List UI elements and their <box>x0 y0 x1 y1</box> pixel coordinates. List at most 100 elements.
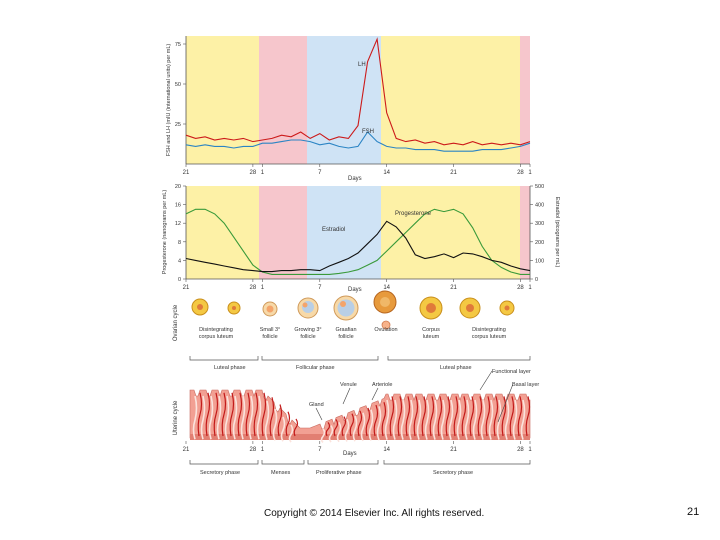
gland-mark <box>496 399 502 440</box>
gland-mark <box>376 406 382 441</box>
gland-mark <box>272 408 278 441</box>
gland-mark <box>288 424 294 443</box>
phase-band-follicular <box>307 36 381 164</box>
arteriole-mark <box>493 396 499 437</box>
uterine-phase-secretory: Secretory phase <box>200 470 240 476</box>
arteriole-annotation: Arteriole <box>372 382 392 388</box>
hormone-xtick-label: 1 <box>261 170 265 176</box>
gland-annotation: Gland <box>309 402 324 408</box>
gland-mark <box>416 399 422 440</box>
hormone-ytick-label: 50 <box>175 82 181 88</box>
hormone-y-label: FSH and LH (mIU (international units) pe… <box>166 44 172 157</box>
steroid-xtick-label: 14 <box>383 285 390 291</box>
gland-mark <box>408 399 414 440</box>
hormone-xtick-label: 28 <box>517 170 524 176</box>
gland-mark <box>256 395 262 440</box>
progesterone-ytick-label: 20 <box>175 184 181 190</box>
progesterone-ytick-label: 4 <box>178 258 181 264</box>
arteriole-mark <box>341 416 347 437</box>
uterine-cycle: Uterine cycle Venule Arteriole Gland Fun… <box>173 369 539 476</box>
estradiol-ytick-label: 400 <box>535 203 544 209</box>
steroid-xtick-label: 1 <box>261 285 265 291</box>
arteriole-mark <box>245 392 251 437</box>
steroid-xtick-label: 7 <box>318 285 322 291</box>
ovarian-stage-label: Corpus luteum <box>422 327 440 340</box>
hormone-ytick-label: 75 <box>175 42 181 48</box>
gland-mark <box>360 412 366 442</box>
hormone-xtick-label: 21 <box>450 170 457 176</box>
gland-mark <box>344 418 350 442</box>
gland-mark <box>512 399 518 440</box>
ovarian-phase-luteal-2: Luteal phase <box>440 365 472 371</box>
venule-annotation: Venule <box>340 382 357 388</box>
arteriole-mark <box>381 401 387 437</box>
gland-mark <box>432 399 438 440</box>
arteriole-mark <box>453 396 459 437</box>
footer: Copyright © 2014 Elsevier Inc. All right… <box>0 506 720 524</box>
fsh-label: FSH <box>362 129 374 135</box>
hormone-ytick-label: 25 <box>175 122 181 128</box>
gland-mark <box>480 399 486 440</box>
uterine-xtick-label: 7 <box>318 447 322 453</box>
gland-mark <box>384 399 390 440</box>
ovarian-cycle: Ovarian cycle <box>173 290 531 371</box>
phase-band-menses <box>259 36 307 164</box>
arteriole-mark <box>277 404 283 437</box>
gland-mark <box>464 399 470 440</box>
arteriole-mark <box>349 413 355 437</box>
estradiol-ytick-label: 100 <box>535 258 544 264</box>
estradiol-label: Estradiol <box>322 227 345 233</box>
steroid-xtick-label: 28 <box>517 285 524 291</box>
gland-mark <box>216 395 222 440</box>
uterine-xtick-label: 21 <box>183 447 190 453</box>
gland-mark <box>472 399 478 440</box>
arteriole-mark <box>253 392 259 437</box>
arteriole-mark <box>469 396 475 437</box>
arteriole-mark <box>509 396 515 437</box>
arteriole-mark <box>205 392 211 437</box>
ovarian-stage-label: Graafian follicle <box>335 327 356 340</box>
arteriole-mark <box>285 411 291 437</box>
arteriole-mark <box>333 419 339 437</box>
arteriole-mark <box>261 392 267 437</box>
basal-layer-annotation: Basal layer <box>512 382 539 388</box>
progesterone-y-label: Progesterone (nanograms per mL) <box>162 190 168 275</box>
gland-mark <box>192 395 198 440</box>
gland-mark <box>352 415 358 442</box>
uterine-xtick-label: 28 <box>517 447 524 453</box>
growing-follicle-icon <box>297 297 319 319</box>
estradiol-series-line <box>185 220 531 273</box>
disintegrating-corpus-luteum-icon-2 <box>459 297 515 319</box>
steroid-xtick-label: 1 <box>528 285 532 291</box>
hormone-xtick-label: 1 <box>528 170 532 176</box>
gland-mark <box>240 395 246 440</box>
lh-series-line <box>185 37 531 146</box>
progesterone-ytick-label: 12 <box>175 221 181 227</box>
ovarian-phase-luteal: Luteal phase <box>214 365 246 371</box>
ovarian-cycle-label: Ovarian cycle <box>173 304 179 341</box>
small-follicle-icon <box>262 301 278 317</box>
arteriole-mark <box>237 392 243 437</box>
page-number: 21 <box>687 506 700 518</box>
arteriole-mark <box>229 392 235 437</box>
gland-mark <box>400 399 406 440</box>
arteriole-mark <box>517 396 523 437</box>
ovarian-stage-label: Disintegrating corpus luteum <box>472 327 507 340</box>
gland-mark <box>248 395 254 440</box>
hormone-x-label: Days <box>348 176 362 182</box>
estradiol-y-label: Estradiol (picograms per mL) <box>554 197 560 268</box>
phase-band-luteal-2 <box>381 36 520 164</box>
gland-mark <box>456 399 462 440</box>
disintegrating-corpus-luteum-icon <box>191 298 241 316</box>
arteriole-mark <box>373 404 379 437</box>
uterine-phase-secretory-2: Secretory phase <box>433 470 473 476</box>
arteriole-mark <box>389 396 395 437</box>
arteriole-mark <box>325 421 331 437</box>
gland-mark <box>264 400 270 440</box>
progesterone-series-line <box>185 208 530 275</box>
progesterone-ytick-label: 0 <box>178 277 181 283</box>
arteriole-mark <box>397 396 403 437</box>
uterine-xtick-label: 21 <box>450 447 457 453</box>
arteriole-mark <box>429 396 435 437</box>
